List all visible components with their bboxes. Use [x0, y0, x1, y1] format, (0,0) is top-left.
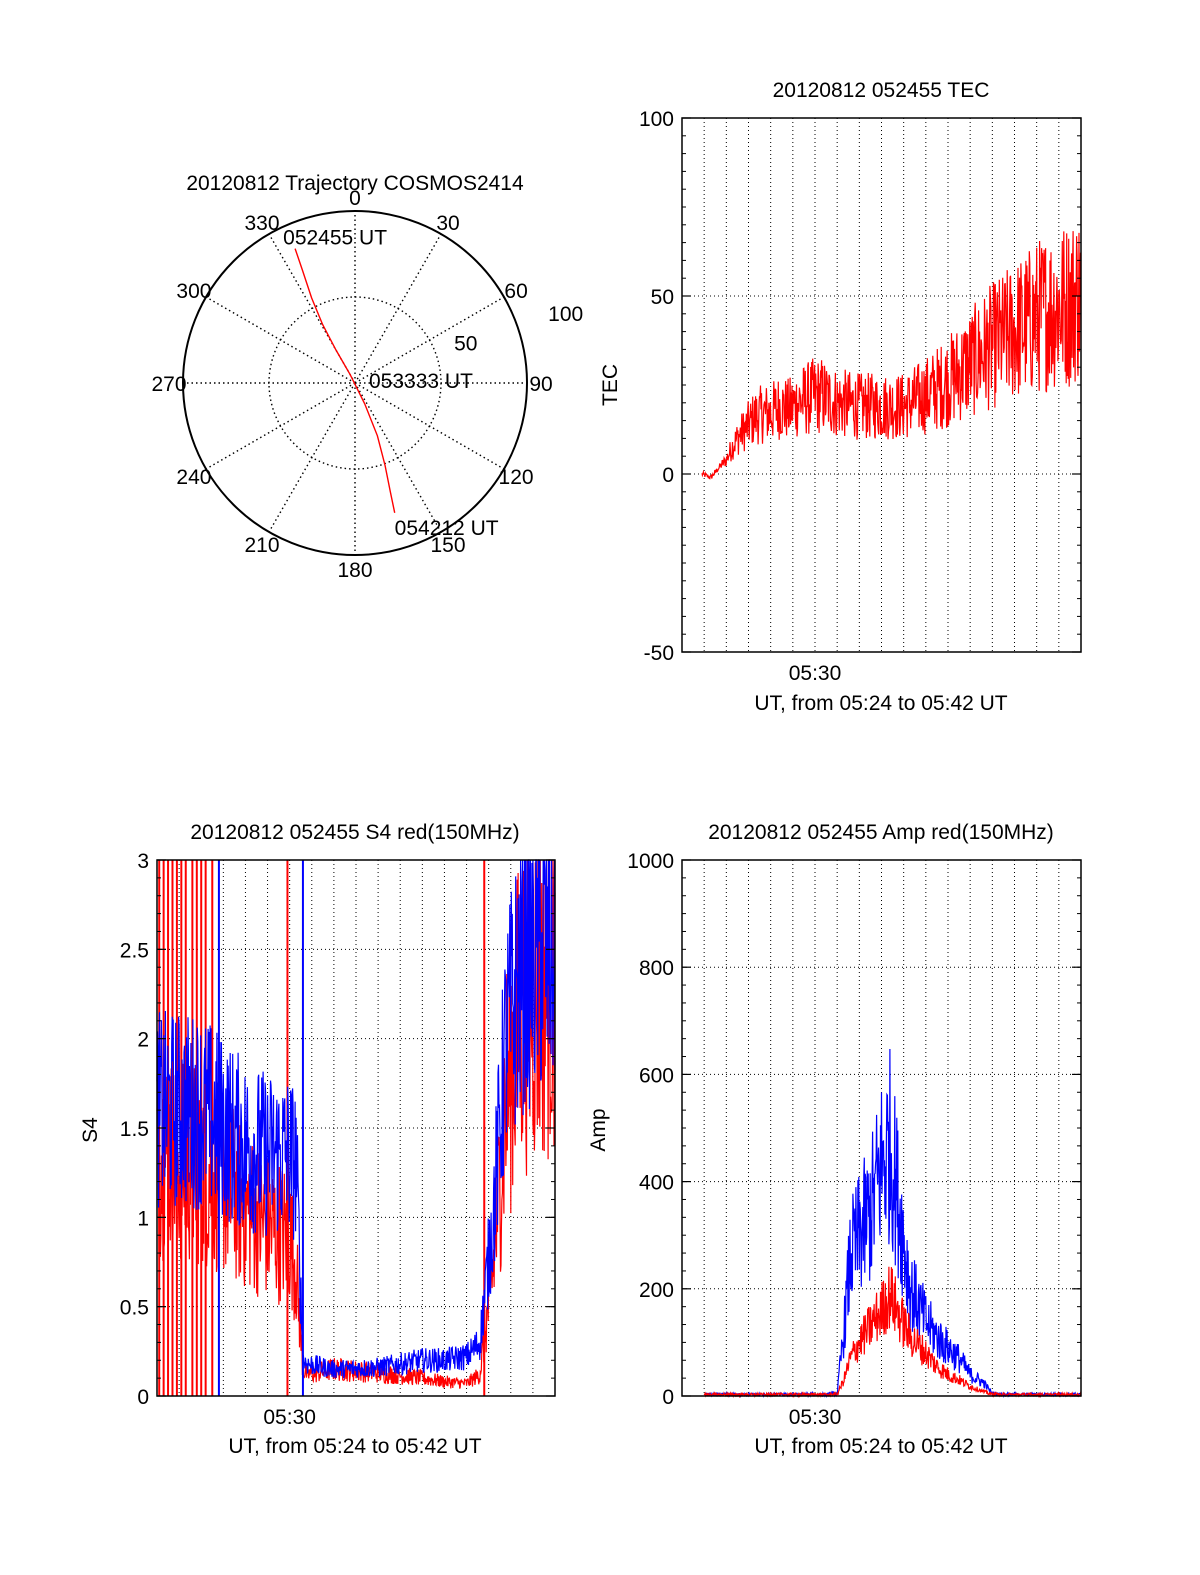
s4-title: 20120812 052455 S4 red(150MHz): [190, 821, 519, 844]
polar-azimuth-label: 240: [176, 466, 211, 489]
polar-azimuth-label: 210: [244, 534, 279, 557]
polar-spoke: [354, 382, 505, 470]
polar-azimuth-label: 330: [244, 212, 279, 235]
tec-ylabel: TEC: [599, 364, 622, 406]
y-tick-label: 2.5: [120, 939, 149, 962]
polar-azimuth-label: 90: [529, 373, 552, 396]
y-tick-label: 1000: [627, 850, 674, 873]
polar-trajectory-line: [294, 248, 396, 513]
polar-time-annotation: 052455 UT: [283, 227, 387, 250]
polar-time-annotation: 053333 UT: [369, 370, 473, 393]
amp-title: 20120812 052455 Amp red(150MHz): [708, 821, 1054, 844]
x-tick-label: 05:30: [789, 1406, 842, 1429]
polar-title: 20120812 Trajectory COSMOS2414: [186, 172, 524, 195]
y-tick-label: 600: [639, 1064, 674, 1087]
amp-ylabel: Amp: [587, 1108, 610, 1151]
s4-plot: 20120812 052455 S4 red(150MHz) UT, from …: [79, 821, 556, 1458]
polar-spoke: [268, 233, 356, 384]
polar-annotations: 052455 UT 053333 UT 054212 UT: [283, 227, 499, 540]
tec-title: 20120812 052455 TEC: [773, 79, 990, 102]
trajectory-polar-plot: 20120812 Trajectory COSMOS2414 0 30 60 90 12…: [151, 172, 583, 582]
tec-plot: 20120812 052455 TEC UT, from 05:24 to 05…: [599, 79, 1082, 715]
amp-xlabel: UT, from 05:24 to 05:42 UT: [754, 1435, 1007, 1458]
polar-azimuth-label: 30: [436, 212, 459, 235]
series-line: [703, 1048, 1082, 1399]
polar-spoke: [268, 382, 356, 533]
polar-spoke: [205, 382, 356, 470]
polar-azimuth-label: 150: [430, 534, 465, 557]
polar-grid: [182, 210, 528, 556]
amp-plot: 20120812 052455 Amp red(150MHz) UT, from…: [587, 821, 1082, 1458]
y-tick-label: 50: [651, 286, 674, 309]
polar-azimuth-label: 180: [337, 559, 372, 582]
y-tick-label: 1: [137, 1207, 149, 1230]
polar-azimuth-label: 270: [151, 373, 186, 396]
y-tick-label: 2: [137, 1029, 149, 1052]
y-tick-label: 1.5: [120, 1118, 149, 1141]
y-tick-label: 400: [639, 1172, 674, 1195]
polar-azimuth-label: 0: [349, 187, 361, 210]
polar-azimuth-label: 300: [176, 280, 211, 303]
y-tick-label: -50: [644, 642, 674, 665]
polar-radius-label: 100: [548, 303, 583, 326]
polar-spoke: [354, 296, 505, 384]
series-line: [701, 231, 1082, 480]
y-tick-label: 3: [137, 850, 149, 873]
polar-spoke: [354, 233, 442, 384]
polar-azimuth-labels: 0 30 60 90 120 150 180 210 240 270 300 330 50 100: [151, 187, 583, 582]
polar-series: [294, 248, 396, 513]
y-tick-label: 200: [639, 1279, 674, 1302]
series-line: [703, 1266, 1082, 1399]
series-line: [156, 859, 556, 1379]
s4-xlabel: UT, from 05:24 to 05:42 UT: [228, 1435, 481, 1458]
polar-radius-label: 50: [454, 332, 477, 355]
y-tick-label: 0: [662, 464, 674, 487]
tec-xlabel: UT, from 05:24 to 05:42 UT: [754, 692, 1007, 715]
polar-azimuth-label: 60: [504, 280, 527, 303]
y-tick-label: 0.5: [120, 1297, 149, 1320]
y-tick-label: 100: [639, 108, 674, 131]
polar-spoke: [205, 296, 356, 384]
polar-spoke: [354, 382, 442, 533]
y-tick-label: 0: [662, 1386, 674, 1409]
s4-ylabel: S4: [79, 1117, 102, 1143]
x-tick-label: 05:30: [263, 1406, 316, 1429]
y-tick-label: 0: [137, 1386, 149, 1409]
polar-azimuth-label: 120: [499, 466, 534, 489]
y-tick-label: 800: [639, 957, 674, 980]
x-tick-label: 05:30: [789, 662, 842, 685]
polar-time-annotation: 054212 UT: [395, 517, 499, 540]
